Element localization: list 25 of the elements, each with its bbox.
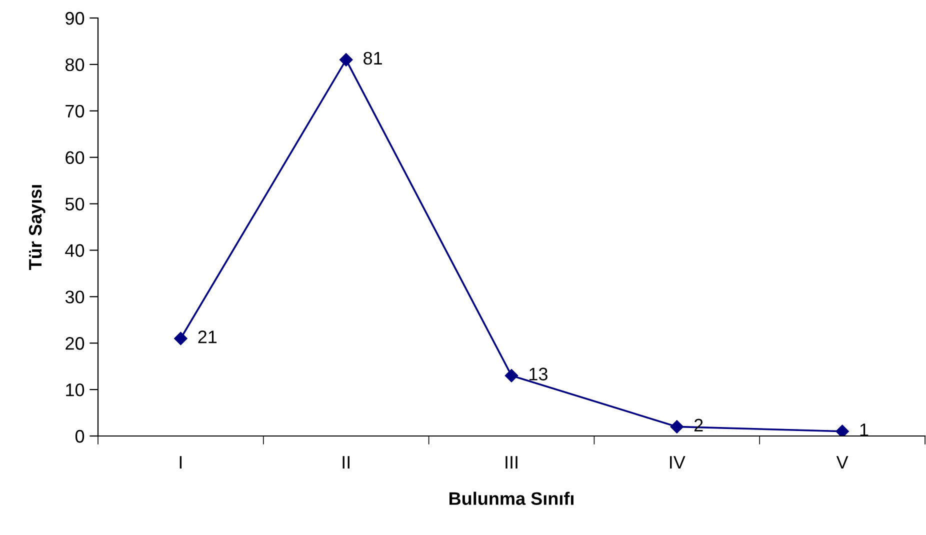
data-label: 81 [364, 52, 382, 65]
y-tick-label: 40 [65, 244, 84, 257]
y-tick-label: 50 [65, 198, 84, 210]
y-tick-label: 60 [66, 151, 84, 164]
point [504, 369, 518, 382]
point [670, 420, 684, 434]
data-label: 21 [198, 330, 217, 344]
y-tick-label: 70 [66, 104, 84, 118]
y-tick-label: 20 [66, 337, 84, 350]
y-axis-title: Tür Sayısı [28, 185, 46, 270]
y-tick-label: 0 [75, 430, 84, 443]
point [340, 53, 353, 66]
point [836, 424, 849, 436]
point [174, 332, 188, 346]
y-tick-label: 30 [65, 290, 84, 304]
x-tick-label: II [342, 456, 350, 469]
x-tick-label: I [180, 456, 182, 469]
x-axis-title: Bulunma Sınıfı [450, 492, 574, 505]
x-tick-label: IV [670, 456, 686, 469]
y-tick-label: 80 [66, 58, 84, 72]
y-tick-label: 90 [66, 12, 84, 25]
x-tick-label: III [506, 456, 518, 469]
y-tick-label: 10 [66, 383, 84, 396]
x-tick-label: V [836, 456, 848, 469]
data-label: 13 [530, 368, 548, 380]
